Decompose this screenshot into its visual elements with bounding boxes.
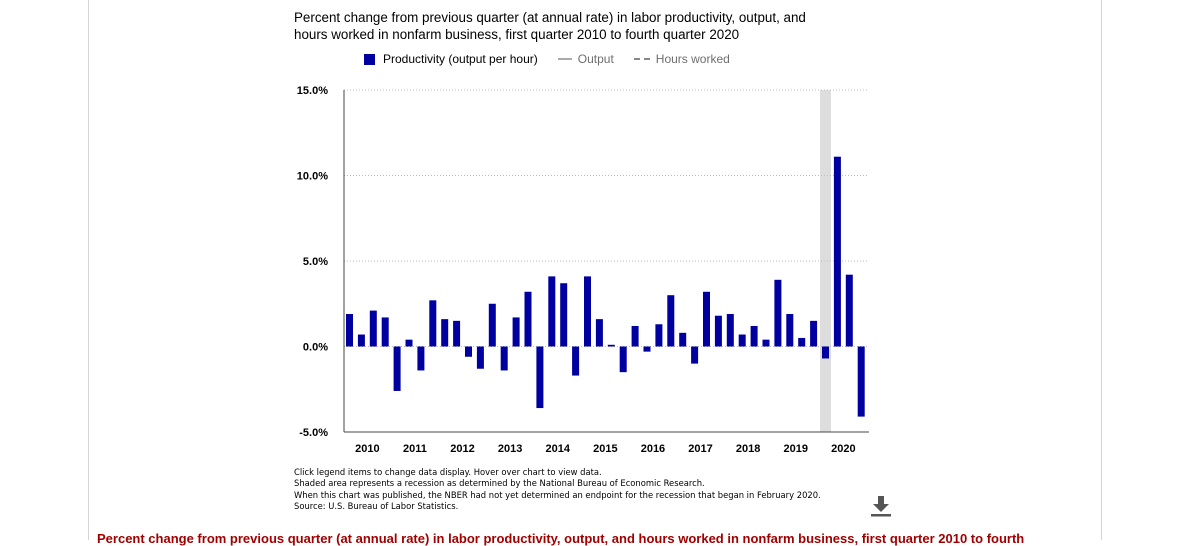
bar[interactable]: 2014 Q4: -1.7% [572, 346, 580, 376]
y-tick-label: 5.0% [303, 256, 328, 268]
bar[interactable]: 2020 Q2: 11.1% [833, 156, 841, 347]
bar[interactable]: 2014 Q1: -3.6% [536, 346, 544, 409]
bar[interactable]: 2010 Q2: 0.7% [357, 334, 365, 347]
bar[interactable]: 2019 Q2: 1.9% [786, 314, 794, 347]
x-tick-label: 2013 [498, 443, 522, 455]
chart-title: Percent change from previous quarter (at… [294, 9, 894, 43]
bar[interactable]: 2011 Q1: -2.6% [393, 346, 401, 391]
bottom-caption: Percent change from previous quarter (at… [97, 531, 1025, 546]
x-tick-label: 2015 [593, 443, 617, 455]
bar[interactable]: 2020 Q3: 4.2% [845, 274, 853, 347]
legend-label-output: Output [577, 52, 614, 66]
bar[interactable]: 2015 Q1: 4.1% [584, 276, 591, 347]
bar[interactable]: 2013 Q1: 2.5% [488, 303, 496, 347]
bar[interactable]: 2019 Q4: 1.5% [810, 320, 818, 347]
bar[interactable]: 2020 Q4: -4.1% [857, 346, 865, 417]
bar[interactable]: 2011 Q3: -1.4% [417, 346, 425, 371]
bar[interactable]: 2019 Q3: 0.5% [798, 337, 806, 347]
bar[interactable]: 2015 Q2: 1.6% [595, 319, 603, 347]
note-nber: When this chart was published, the NBER … [294, 489, 821, 500]
content-border-right [1101, 0, 1102, 540]
bar[interactable]: 2014 Q2: 4.1% [548, 276, 556, 347]
recession-shading [820, 90, 831, 432]
legend-label-productivity: Productivity (output per hour) [383, 52, 538, 66]
bar[interactable]: 2012 Q2: 1.5% [453, 320, 461, 347]
bar[interactable]: 2017 Q3: 3.2% [703, 291, 710, 347]
note-recession-shading: Shaded area represents a recession as de… [294, 478, 705, 489]
legend-label-hours-worked: Hours worked [655, 52, 730, 66]
bar[interactable]: 2012 Q4: -1.3% [476, 346, 484, 369]
x-tick-label: 2012 [450, 443, 474, 455]
bar[interactable]: 2020 Q1: -0.7% [822, 346, 829, 359]
bar[interactable]: 2010 Q3: 2.1% [369, 310, 377, 347]
bar[interactable]: 2017 Q1: 0.8% [679, 332, 687, 347]
bar[interactable]: 2012 Q3: -0.6% [465, 346, 472, 357]
legend-swatch-hours-worked [633, 58, 650, 60]
legend-item-output[interactable]: Output [557, 52, 614, 66]
bar[interactable]: 2014 Q3: 3.7% [560, 283, 568, 347]
bar[interactable]: 2013 Q3: 1.7% [512, 317, 520, 347]
x-tick-label: 2014 [546, 443, 571, 455]
bar[interactable]: 2018 Q3: 1.2% [750, 325, 758, 347]
bar[interactable]: 2012 Q1: 1.6% [441, 319, 449, 347]
bar[interactable]: 2019 Q1: 3.9% [774, 279, 782, 347]
legend-item-hours-worked[interactable]: Hours worked [633, 52, 730, 66]
note-instructions: Click legend items to change data displa… [294, 467, 602, 477]
x-tick-label: 2018 [736, 443, 760, 455]
bar[interactable]: 2017 Q4: 1.8% [714, 315, 722, 347]
download-icon[interactable] [870, 494, 892, 518]
bar[interactable]: 2013 Q2: -1.4% [500, 346, 508, 371]
x-tick-label: 2017 [688, 443, 712, 455]
bar[interactable]: 2017 Q2: -1% [691, 346, 699, 364]
bar[interactable]: 2010 Q1: 1.9% [346, 314, 353, 347]
bar[interactable]: 2011 Q2: 0.4% [405, 339, 413, 347]
x-tick-label: 2010 [355, 443, 379, 455]
bar[interactable]: 2018 Q2: 0.7% [738, 334, 746, 347]
chart-notes: Click legend items to change data displa… [294, 467, 894, 513]
bar[interactable]: 2010 Q4: 1.7% [381, 317, 389, 347]
x-tick-label: 2020 [831, 443, 855, 455]
bar[interactable]: 2016 Q4: 3% [667, 295, 675, 347]
bar[interactable]: 2018 Q4: 0.4% [762, 339, 770, 347]
bar[interactable]: 2013 Q4: 3.2% [524, 291, 532, 347]
bar[interactable]: 2016 Q2: -0.3% [643, 346, 651, 352]
x-tick-label: 2019 [784, 443, 808, 455]
bar[interactable]: 2011 Q4: 2.7% [429, 300, 437, 347]
y-tick-label: -5.0% [299, 427, 328, 439]
bar[interactable]: 2016 Q3: 1.3% [655, 324, 663, 347]
chart-title-line-2: hours worked in nonfarm business, first … [294, 27, 740, 42]
y-tick-label: 0.0% [303, 342, 328, 354]
y-tick-label: 15.0% [297, 85, 328, 97]
legend-item-productivity[interactable]: Productivity (output per hour) [364, 52, 538, 66]
x-tick-label: 2016 [641, 443, 665, 455]
x-tick-label: 2011 [403, 443, 427, 455]
chart-legend: Productivity (output per hour) Output Ho… [364, 51, 750, 67]
content-border-left [88, 0, 89, 540]
bar[interactable]: 2018 Q1: 1.9% [726, 314, 734, 347]
y-tick-label: 10.0% [297, 171, 328, 183]
legend-swatch-productivity [364, 53, 375, 65]
bar[interactable]: 2016 Q1: 1.2% [631, 325, 639, 347]
bar[interactable]: 2015 Q4: -1.5% [619, 346, 627, 373]
chart-title-line-1: Percent change from previous quarter (at… [294, 10, 806, 25]
bar[interactable]: 2015 Q3: 0.1% [607, 344, 615, 347]
legend-swatch-output [557, 58, 572, 60]
note-source: Source: U.S. Bureau of Labor Statistics. [294, 501, 459, 512]
